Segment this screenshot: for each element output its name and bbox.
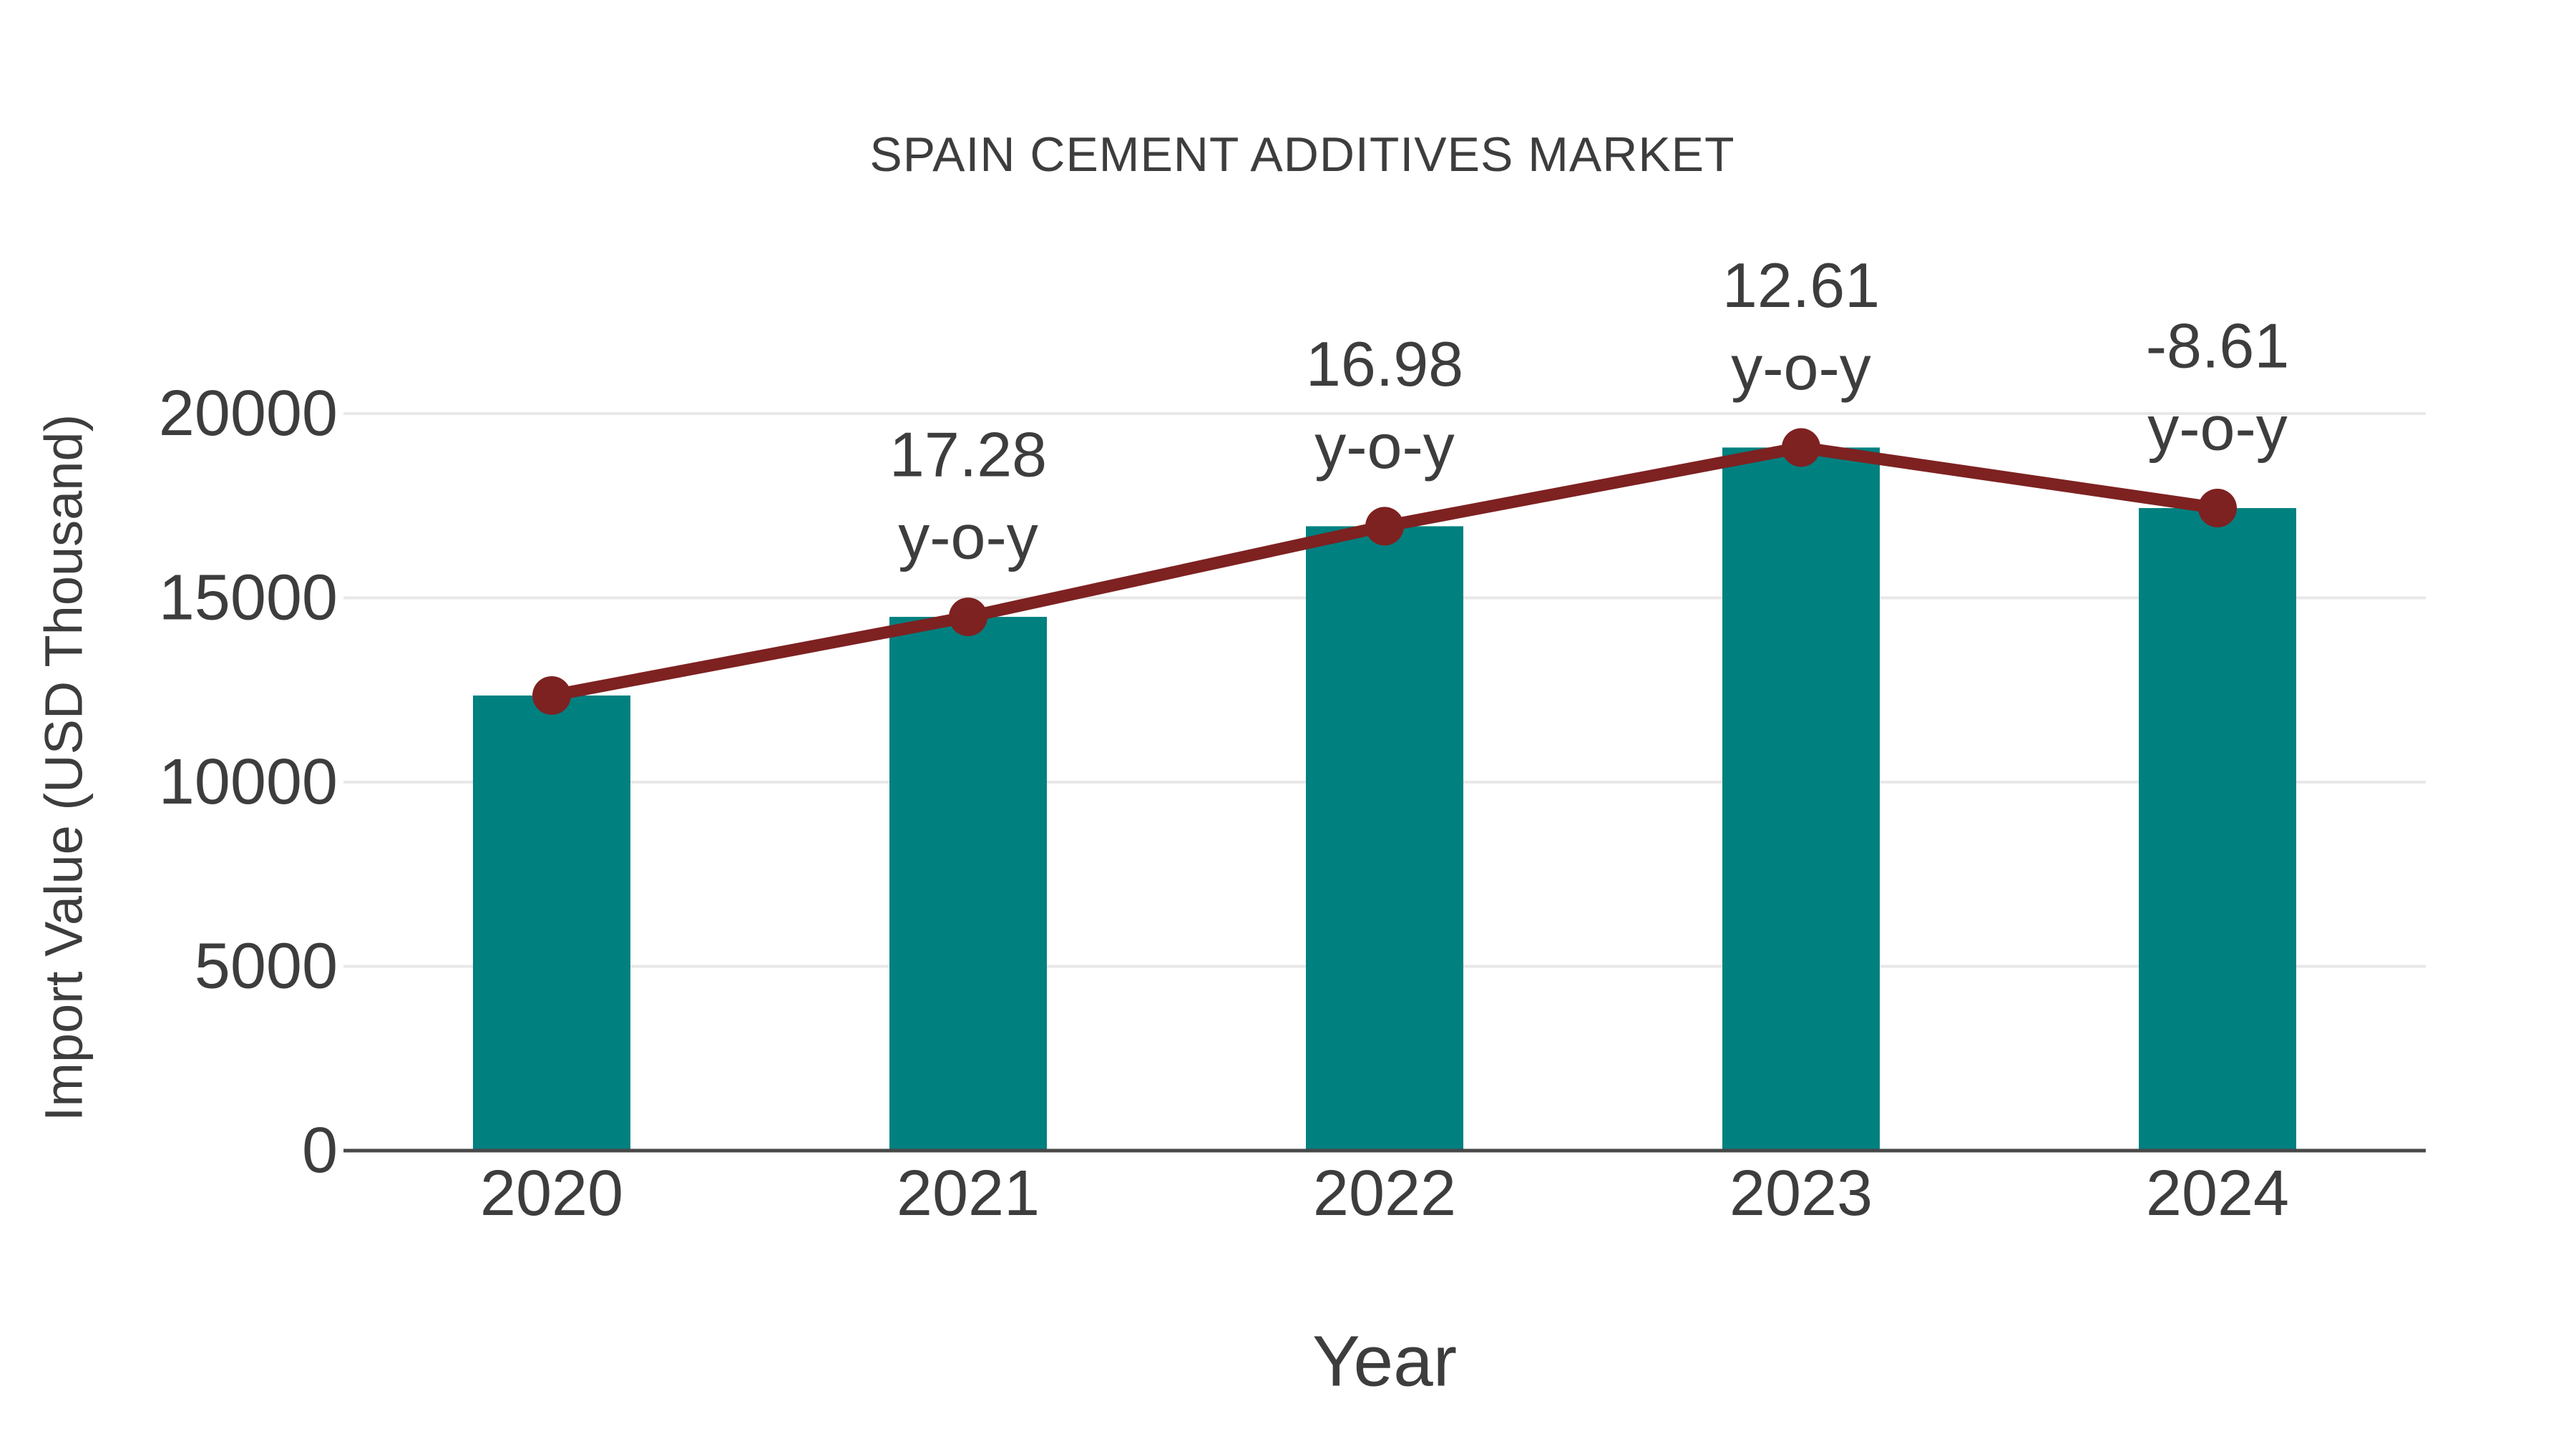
- y-tick-label-10000: 10000: [159, 746, 338, 818]
- annotation-value-2022: 16.98: [1306, 328, 1463, 399]
- x-tick-label-2022: 2022: [1313, 1158, 1456, 1229]
- annotation-value-2023: 12.61: [1722, 250, 1880, 321]
- x-tick-label-2021: 2021: [897, 1158, 1040, 1229]
- chart-title: SPAIN CEMENT ADDITIVES MARKET: [869, 127, 1735, 182]
- y-tick-label-20000: 20000: [159, 378, 338, 449]
- x-tick-label-2024: 2024: [2146, 1158, 2289, 1229]
- annotation-value-2021: 17.28: [889, 419, 1047, 490]
- annotation-value-2024: -8.61: [2146, 311, 2290, 381]
- x-tick-label-2020: 2020: [480, 1158, 623, 1229]
- bar-2023: [1722, 447, 1880, 1151]
- bar-2024: [2139, 508, 2296, 1151]
- yoy-marker-2024: [2198, 489, 2237, 528]
- x-tick-label-2023: 2023: [1729, 1158, 1873, 1229]
- annotation-unit-2022: y-o-y: [1314, 411, 1455, 482]
- bar-2022: [1306, 526, 1463, 1151]
- yoy-marker-2020: [532, 675, 571, 715]
- annotation-unit-2023: y-o-y: [1731, 332, 1871, 403]
- y-tick-label-15000: 15000: [159, 562, 338, 634]
- y-tick-label-0: 0: [302, 1115, 338, 1186]
- x-axis-title: Year: [1312, 1321, 1458, 1402]
- yoy-marker-2022: [1365, 507, 1404, 546]
- bar-2021: [889, 617, 1047, 1151]
- bar-2020: [473, 695, 630, 1151]
- annotation-unit-2021: y-o-y: [898, 502, 1038, 572]
- annotation-unit-2024: y-o-y: [2147, 393, 2288, 464]
- y-tick-label-5000: 5000: [195, 931, 338, 1002]
- yoy-marker-2023: [1782, 428, 1820, 467]
- yoy-marker-2021: [949, 597, 987, 637]
